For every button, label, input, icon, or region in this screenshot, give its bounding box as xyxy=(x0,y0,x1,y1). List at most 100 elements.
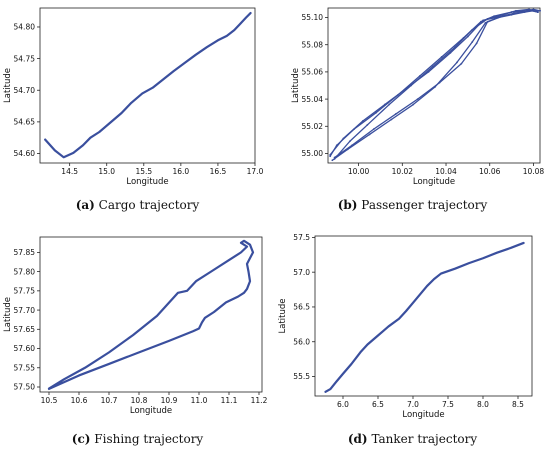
x-tick-label: 10.00 xyxy=(348,167,370,176)
x-axis-label: Longitude xyxy=(413,177,455,187)
x-tick-label: 10.08 xyxy=(523,167,545,176)
y-tick-label: 54.75 xyxy=(14,54,36,63)
caption-b: (b) Passenger trajectory xyxy=(275,198,550,212)
y-tick-label: 57.50 xyxy=(14,383,36,392)
trajectory-point xyxy=(427,71,430,73)
trajectory-point xyxy=(449,51,452,54)
y-axis-label: Latitude xyxy=(291,68,301,103)
y-tick-label: 57.5 xyxy=(293,233,310,242)
x-tick-label: 10.9 xyxy=(161,396,178,405)
trajectory-point xyxy=(390,118,393,121)
x-tick-label: 11.0 xyxy=(191,396,208,405)
trajectory-point xyxy=(536,11,539,13)
trajectory-point xyxy=(348,140,351,143)
trajectory-point xyxy=(530,9,533,12)
x-axis-label: Longitude xyxy=(126,177,168,187)
trajectory-line xyxy=(333,8,539,160)
trajectory-point xyxy=(512,12,515,15)
y-tick-label: 55.08 xyxy=(302,40,324,49)
y-tick-label: 54.70 xyxy=(14,86,36,95)
plot-frame xyxy=(314,235,533,397)
caption-a-letter: (a) xyxy=(75,198,95,212)
y-tick-label: 54.80 xyxy=(14,23,36,32)
trajectory-point xyxy=(342,137,345,140)
x-tick-label: 10.6 xyxy=(71,396,88,405)
y-tick-label: 57.85 xyxy=(14,248,36,257)
x-tick-label: 10.8 xyxy=(131,396,148,405)
y-tick-label: 55.04 xyxy=(302,95,324,104)
caption-a-text: Cargo trajectory xyxy=(98,198,200,212)
x-tick-label: 15.5 xyxy=(135,167,152,176)
trajectory-point xyxy=(493,15,496,18)
trajectory-point xyxy=(375,111,377,114)
x-tick-label: 10.02 xyxy=(392,167,414,176)
chart-cargo: 14.5 15.0 15.5 16.0 16.5 17.0 54.60 54.65 54.70 5… xyxy=(3,7,264,187)
trajectory-point xyxy=(539,9,541,12)
x-tick-label: 8.0 xyxy=(477,400,489,409)
caption-d: (d) Tanker trajectory xyxy=(275,432,550,446)
y-tick-label: 55.5 xyxy=(293,372,310,381)
y-tick-label: 57.65 xyxy=(14,325,36,334)
trajectory-point xyxy=(482,19,485,22)
trajectory-point xyxy=(366,124,369,126)
trajectory-point xyxy=(333,156,336,159)
y-tick-label: 57.60 xyxy=(14,344,36,353)
y-axis-label: Latitude xyxy=(278,299,288,334)
y-tick-label: 55.02 xyxy=(302,122,324,131)
x-tick-label: 8.5 xyxy=(512,400,524,409)
x-tick-label: 14.5 xyxy=(61,167,78,176)
x-tick-label: 17.0 xyxy=(247,167,264,176)
trajectory-point xyxy=(438,81,441,84)
y-tick-label: 57.0 xyxy=(293,268,310,277)
caption-b-text: Passenger trajectory xyxy=(361,198,488,212)
x-tick-label: 7.5 xyxy=(442,400,454,409)
chart-passenger: 10.00 10.02 10.04 10.06 10.08 55.00 55.02 55.04… xyxy=(291,7,545,187)
trajectory-point xyxy=(486,20,489,23)
trajectory-point xyxy=(475,42,478,45)
x-tick-label: 10.06 xyxy=(479,167,501,176)
x-tick-label: 10.5 xyxy=(41,396,58,405)
trajectory-point xyxy=(351,144,353,147)
trajectory-line xyxy=(329,10,539,156)
y-tick-label: 54.60 xyxy=(14,149,36,158)
plot-frame xyxy=(327,7,541,164)
trajectory-point xyxy=(362,119,364,122)
trajectory-point xyxy=(462,37,465,39)
trajectory-point xyxy=(329,153,332,156)
x-tick-label: 11.1 xyxy=(221,396,238,405)
x-tick-label: 16.5 xyxy=(210,167,227,176)
trajectory-point xyxy=(388,103,391,106)
trajectory-point xyxy=(383,103,386,106)
y-tick-label: 57.80 xyxy=(14,267,36,276)
caption-d-text: Tanker trajectory xyxy=(371,432,478,446)
x-tick-label: 11.2 xyxy=(251,396,268,405)
y-tick-label: 55.00 xyxy=(302,149,324,158)
y-tick-label: 56.0 xyxy=(293,337,310,346)
trajectory-point xyxy=(456,61,458,64)
trajectory-point xyxy=(329,155,332,158)
x-tick-label: 15.0 xyxy=(98,167,115,176)
trajectory-point xyxy=(532,8,535,11)
trajectory-point xyxy=(471,41,474,43)
x-tick-label: 7.0 xyxy=(407,400,419,409)
plot-frame xyxy=(39,7,256,164)
caption-c-text: Fishing trajectory xyxy=(94,432,204,446)
y-tick-label: 55.10 xyxy=(302,13,324,22)
trajectory-point xyxy=(405,87,408,90)
x-tick-label: 10.04 xyxy=(435,167,457,176)
y-tick-label: 55.06 xyxy=(302,68,324,77)
x-axis-label: Longitude xyxy=(402,410,444,420)
x-axis-label: Longitude xyxy=(130,406,172,416)
plot-frame xyxy=(39,236,263,393)
trajectory-point xyxy=(460,62,463,65)
y-tick-label: 56.5 xyxy=(293,303,310,312)
trajectory-point xyxy=(412,103,415,106)
x-tick-label: 16.0 xyxy=(173,167,190,176)
x-tick-label: 10.7 xyxy=(101,396,118,405)
caption-a: (a) Cargo trajectory xyxy=(0,198,275,212)
trajectory-point xyxy=(368,133,371,136)
trajectory-point xyxy=(333,158,336,160)
chart-fishing: 10.5 10.6 10.7 10.8 10.9 11.0 11.1 11.2 57.50 57.… xyxy=(3,236,268,416)
trajectory-line xyxy=(44,11,252,159)
trajectory-point xyxy=(372,128,375,130)
